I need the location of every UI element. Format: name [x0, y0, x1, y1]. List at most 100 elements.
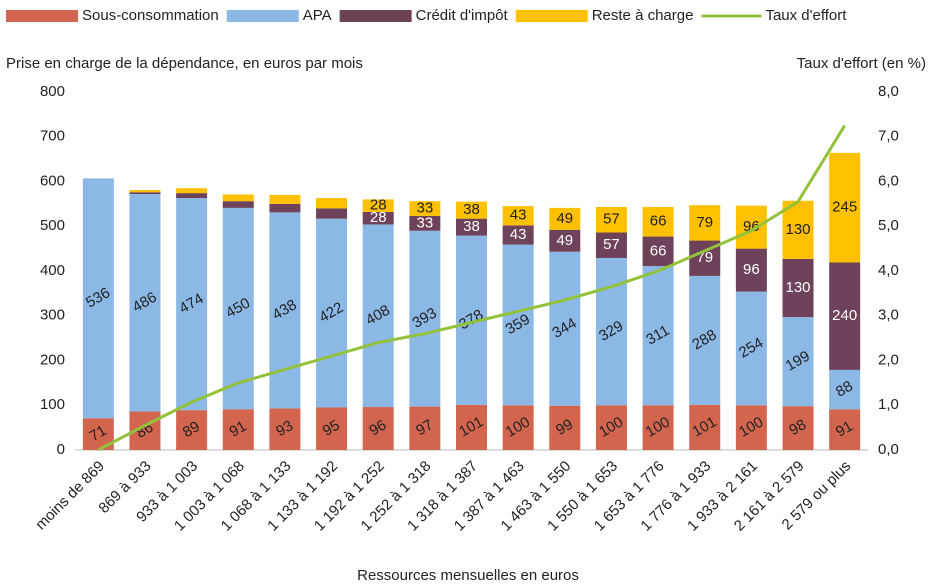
- data-label: 93: [273, 417, 296, 440]
- data-label: 91: [833, 418, 856, 441]
- data-label: 97: [413, 416, 436, 439]
- bar-segment: [269, 212, 301, 409]
- data-label: 66: [650, 213, 667, 230]
- bar-segment: [362, 407, 394, 450]
- bar-segment: [456, 218, 487, 236]
- bar-segment: [549, 405, 581, 450]
- data-label: 43: [510, 226, 527, 243]
- legend-label: Taux d'effort: [765, 7, 847, 24]
- bar-segment: [222, 194, 254, 202]
- bar-segment: [269, 203, 301, 213]
- bar-segment: [316, 218, 348, 408]
- data-label: 33: [417, 214, 434, 231]
- bar-segment: [409, 215, 441, 231]
- y-tick-label: 400: [40, 262, 65, 279]
- bar-segment: [409, 406, 441, 450]
- bar-segment: [829, 262, 861, 370]
- bar-segment: [502, 206, 534, 226]
- data-label: 49: [556, 232, 573, 249]
- data-label: 130: [786, 279, 811, 296]
- line-series: [97, 124, 846, 452]
- bar-segment: [176, 410, 208, 450]
- legend-swatch: [6, 10, 78, 22]
- bar-segment: [176, 188, 208, 194]
- y-tick-label: 0: [57, 441, 65, 458]
- bar-segment: [129, 192, 161, 195]
- bar-segment: [82, 178, 114, 419]
- bar-segment: [735, 205, 767, 249]
- data-label: 98: [786, 416, 809, 439]
- data-label: 57: [603, 211, 620, 228]
- y-tick-label: 700: [40, 128, 65, 145]
- data-label: 89: [180, 418, 203, 441]
- bar-segment: [595, 232, 627, 259]
- data-label: 95: [320, 417, 343, 440]
- data-label: 33: [417, 200, 434, 217]
- data-label: 99: [553, 416, 576, 439]
- y-tick-label: 800: [40, 83, 65, 100]
- data-label: 86: [133, 419, 156, 442]
- bar-segment: [735, 248, 767, 292]
- bar-segment: [316, 208, 348, 219]
- bar-segment: [595, 207, 627, 233]
- data-label: 96: [743, 261, 760, 278]
- bar-segment: [129, 190, 161, 193]
- y2-tick-label: 6,0: [878, 172, 899, 189]
- data-label: 71: [87, 422, 110, 445]
- bar-segment: [642, 236, 674, 267]
- bar-segment: [176, 193, 208, 199]
- y2-axis-title: Taux d'effort (en %): [797, 55, 926, 72]
- bar-segment: [222, 409, 254, 450]
- bar-segment: [222, 207, 254, 410]
- bar-segment: [269, 194, 301, 204]
- legend-label: Crédit d'impôt: [416, 7, 509, 24]
- bar-segment: [642, 266, 674, 406]
- bar-segment: [735, 405, 767, 450]
- data-label: 43: [510, 207, 527, 224]
- bar-segment: [409, 230, 441, 407]
- bar-segment: [362, 224, 394, 408]
- y2-tick-label: 4,0: [878, 262, 899, 279]
- data-label: 79: [696, 214, 713, 231]
- bar-segment: [409, 201, 441, 216]
- bar-segment: [689, 275, 721, 405]
- y2-tick-label: 3,0: [878, 307, 899, 324]
- data-label: 91: [227, 418, 250, 441]
- bar-segment: [642, 207, 674, 237]
- y-axis-title: Prise en charge de la dépendance, en eur…: [6, 55, 363, 72]
- bar-segment: [362, 211, 394, 225]
- y2-tick-label: 2,0: [878, 351, 899, 368]
- data-label: 38: [463, 218, 480, 235]
- data-label: 130: [786, 221, 811, 238]
- y2-tick-label: 7,0: [878, 128, 899, 145]
- y-tick-label: 100: [40, 396, 65, 413]
- data-label: 38: [463, 201, 480, 218]
- data-label: 96: [366, 417, 389, 440]
- bar-segment: [222, 201, 254, 208]
- data-label: 96: [743, 218, 760, 235]
- bar-segment: [502, 225, 534, 245]
- legend-label: Sous-consommation: [82, 7, 219, 24]
- legend-swatch: [515, 10, 588, 22]
- data-label: 49: [556, 210, 573, 227]
- bar-segment: [502, 244, 534, 406]
- bar-segment: [456, 404, 487, 450]
- bar-segment: [269, 408, 301, 450]
- bar-segment: [735, 291, 767, 406]
- bar-segment: [782, 258, 814, 318]
- y-tick-label: 600: [40, 172, 65, 189]
- bar-segment: [642, 405, 674, 450]
- bar-segment: [549, 229, 581, 252]
- bar-segment: [595, 405, 627, 450]
- bar-segment: [782, 200, 814, 259]
- data-label: 66: [650, 242, 667, 259]
- bar-segment: [129, 194, 161, 412]
- y-tick-label: 500: [40, 217, 65, 234]
- bar-segment: [316, 407, 348, 450]
- legend-label: APA: [303, 7, 332, 24]
- y-tick-label: 200: [40, 351, 65, 368]
- bar-segment: [782, 406, 814, 450]
- legend-swatch: [226, 10, 299, 22]
- legend-label: Reste à charge: [592, 7, 694, 24]
